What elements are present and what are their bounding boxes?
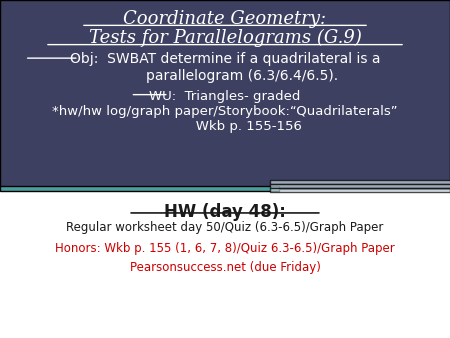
Text: WU:  Triangles- graded
*hw/hw log/graph paper/Storybook:“Quadrilaterals”
       : WU: Triangles- graded *hw/hw log/graph p…: [52, 90, 398, 132]
Text: Pearsonsuccess.net (due Friday): Pearsonsuccess.net (due Friday): [130, 261, 320, 274]
Text: Tests for Parallelograms (G.9): Tests for Parallelograms (G.9): [89, 29, 361, 47]
FancyBboxPatch shape: [0, 186, 279, 191]
Text: Obj:  SWBAT determine if a quadrilateral is a
        parallelogram (6.3/6.4/6.5: Obj: SWBAT determine if a quadrilateral …: [70, 52, 380, 82]
FancyBboxPatch shape: [0, 0, 450, 189]
Text: HW (day 48):: HW (day 48):: [164, 203, 286, 221]
FancyBboxPatch shape: [270, 188, 450, 192]
FancyBboxPatch shape: [270, 184, 450, 188]
Text: Coordinate Geometry:: Coordinate Geometry:: [123, 10, 327, 28]
Text: Regular worksheet day 50/Quiz (6.3-6.5)/Graph Paper: Regular worksheet day 50/Quiz (6.3-6.5)/…: [66, 221, 384, 234]
FancyBboxPatch shape: [270, 180, 450, 184]
Text: Honors: Wkb p. 155 (1, 6, 7, 8)/Quiz 6.3-6.5)/Graph Paper: Honors: Wkb p. 155 (1, 6, 7, 8)/Quiz 6.3…: [55, 242, 395, 255]
